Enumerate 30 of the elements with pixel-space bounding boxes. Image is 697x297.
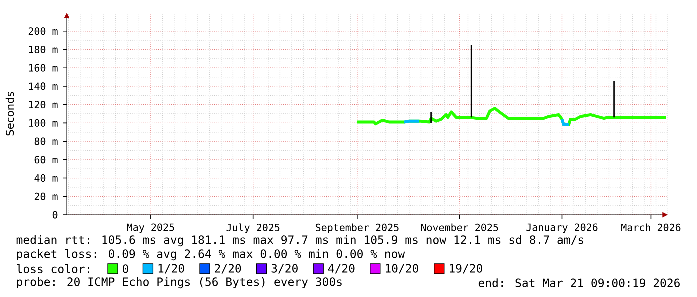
text: end: Sat Mar 21 09:00:19 2026: [478, 278, 680, 288]
legend-label: 0: [123, 264, 128, 274]
legend-label: 2/20: [215, 264, 242, 274]
legend-label: 3/20: [272, 264, 298, 274]
legend-label: 10/20: [386, 264, 418, 274]
legend-label: 4/20: [328, 264, 355, 274]
y-tick-label: 80 m: [34, 138, 58, 146]
text: packet loss: 0.09 % avg 2.64 % max 0.00 % min 0.00 % now: [17, 249, 406, 261]
legend-label: 19/20: [450, 264, 482, 274]
x-tick-label: March 2026: [622, 224, 681, 232]
legend-label: 1/20: [158, 264, 184, 274]
x-tick-label: September 2025: [316, 224, 399, 234]
y-tick-label: 200 m: [28, 28, 58, 36]
y-tick-label: 160 m: [29, 64, 58, 72]
y-tick-label: 120 m: [29, 101, 58, 109]
x-tick-label: July 2025: [226, 224, 280, 234]
y-tick-label: 100 m: [29, 119, 58, 127]
text: median rtt: 105.6 ms avg 181.1 ms max 97.7 ms min 105.9 ms now 12.1 ms sd 8.7 am/s: [16, 235, 584, 247]
x-tick-label: May 2025: [127, 224, 174, 234]
y-tick-label: 20 m: [34, 192, 58, 200]
legend-title: loss color:: [17, 264, 90, 274]
y-tick-label: 0: [52, 211, 58, 219]
y-tick-label: 140 m: [29, 82, 58, 90]
text: probe: 20 ICMP Echo Pings (56 Bytes) every 300s: [17, 277, 342, 289]
y-tick-label: 60 m: [34, 156, 58, 164]
y-tick-label: 180 m: [29, 46, 58, 54]
y-axis-title: Seconds: [6, 92, 14, 136]
y-tick-label: 40 m: [34, 174, 58, 182]
x-tick-label: November 2025: [421, 224, 498, 232]
x-tick-label: January 2026: [526, 224, 598, 234]
